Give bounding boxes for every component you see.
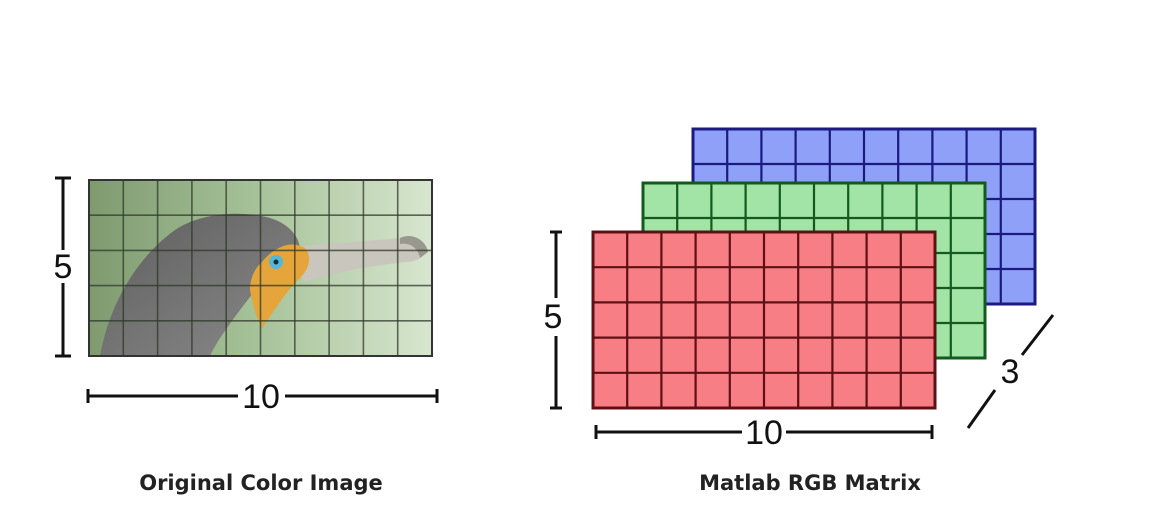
red-channel-layer — [591, 230, 937, 410]
original-image-figure: 5 10 Original Color Image — [54, 176, 439, 495]
bird-pupil — [273, 259, 279, 265]
original-image-caption: Original Color Image — [139, 471, 383, 495]
image-height-label: 5 — [54, 248, 73, 286]
matrix-depth-label: 3 — [1001, 353, 1020, 391]
image-height-dimension: 5 — [54, 176, 73, 358]
matrix-height-dimension: 5 — [544, 230, 563, 410]
image-width-label: 10 — [242, 378, 280, 416]
red-layer-border — [591, 230, 937, 410]
image-width-dimension: 10 — [86, 378, 439, 416]
rgb-matrix-figure: 5 10 3 Matlab RGB Matrix — [544, 127, 1055, 495]
image-pixel-grid — [89, 180, 432, 356]
matrix-height-label: 5 — [544, 298, 563, 336]
matrix-depth-dimension: 3 — [966, 314, 1055, 429]
bird-beak-hook — [400, 235, 428, 258]
matrix-width-dimension: 10 — [594, 414, 934, 452]
matrix-caption: Matlab RGB Matrix — [699, 471, 921, 495]
matrix-width-label: 10 — [745, 414, 783, 452]
bird-beak — [280, 237, 425, 282]
image-border — [88, 179, 433, 357]
